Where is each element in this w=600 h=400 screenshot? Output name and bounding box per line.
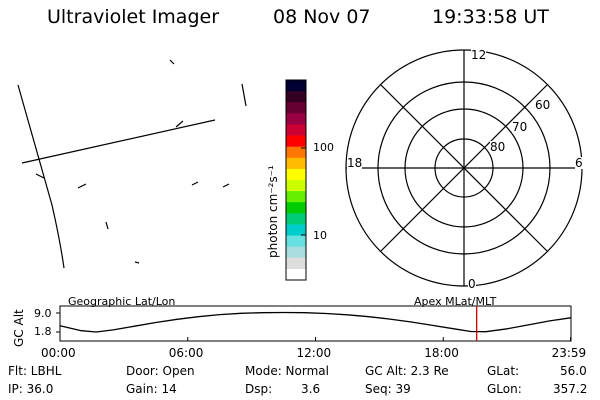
orbit-ytick-top: 9.0 [34,307,52,320]
glat-label: GLat: [487,364,520,378]
orbit-xtick-label: 12:00 [296,346,332,360]
glon-label: GLon: [487,382,522,396]
lat-label-80: 80 [490,140,506,154]
orbit-xtick-label: 00:00 [41,346,76,360]
orbit-ytick-bottom: 1.8 [34,325,52,338]
gain-field: Gain: 14 [126,382,177,396]
coastline-curve [17,84,65,269]
map-segment [191,181,199,186]
map-segment [169,59,175,65]
orbit-xtick-label: 23:59 [551,346,587,360]
colorbar-cell [286,91,306,103]
map-segment [222,183,230,188]
colorbar-cell [286,235,306,248]
time-label: 19:33:58 UT [432,6,549,28]
colorbar-cell [286,146,306,159]
map-segment [105,221,109,230]
map-segment [77,183,87,189]
colorbar-cell [286,180,306,192]
colorbar-cell [286,135,306,148]
mlt-label-6: 6 [575,156,583,170]
latitude-line [21,119,216,164]
date-label: 08 Nov 07 [273,6,371,28]
map-segment [175,120,184,128]
lat-label-60: 60 [535,98,551,112]
colorbar-cell [286,191,306,203]
seq-field: Seq: 39 [365,382,411,396]
door-field: Door: Open [126,364,195,378]
dsp-value: 3.6 [301,382,321,396]
ip-field: IP: 36.0 [8,382,54,396]
orbit-xtick-label: 06:00 [168,346,204,360]
orbit-left-title: Geographic Lat/Lon [68,295,176,308]
colorbar-cell [286,246,306,259]
map-segment [35,173,45,179]
colorbar-cell [286,168,306,181]
colorbar-cell [286,102,306,114]
colorbar-cell [286,202,306,214]
colorbar-cell [286,113,306,125]
mode-field: Mode: Normal [245,364,329,378]
mlt-label-12: 12 [471,48,487,62]
glon-value: 357.2 [553,382,588,396]
colorbar-cell [286,124,306,137]
lat-label-70: 70 [512,120,528,134]
mlt-label-18: 18 [347,156,363,170]
dsp-label: Dsp: [245,382,273,396]
gc-alt-field: GC Alt: 2.3 Re [365,364,449,378]
colorbar-cell [286,213,306,225]
orbit-right-title: Apex MLat/MLT [414,295,497,308]
altitude-series-line [59,311,571,333]
colorbar-cell [286,157,306,170]
mlt-label-0: 0 [468,277,476,291]
flt-field: Flt: LBHL [8,364,62,378]
colorbar-cell [286,257,306,270]
colorbar-cell [286,268,306,281]
orbit-xtick-label: 18:00 [424,346,459,360]
colorbar-cell [286,224,306,237]
colorbar-tick-100: 100 [313,141,334,154]
glat-value: 56.0 [560,364,587,378]
colorbar-tick-10: 10 [313,229,327,242]
colorbar-cell [286,80,306,92]
map-segment [241,83,247,107]
instrument-title: Ultraviolet Imager [47,6,220,28]
map-segment [134,261,140,264]
